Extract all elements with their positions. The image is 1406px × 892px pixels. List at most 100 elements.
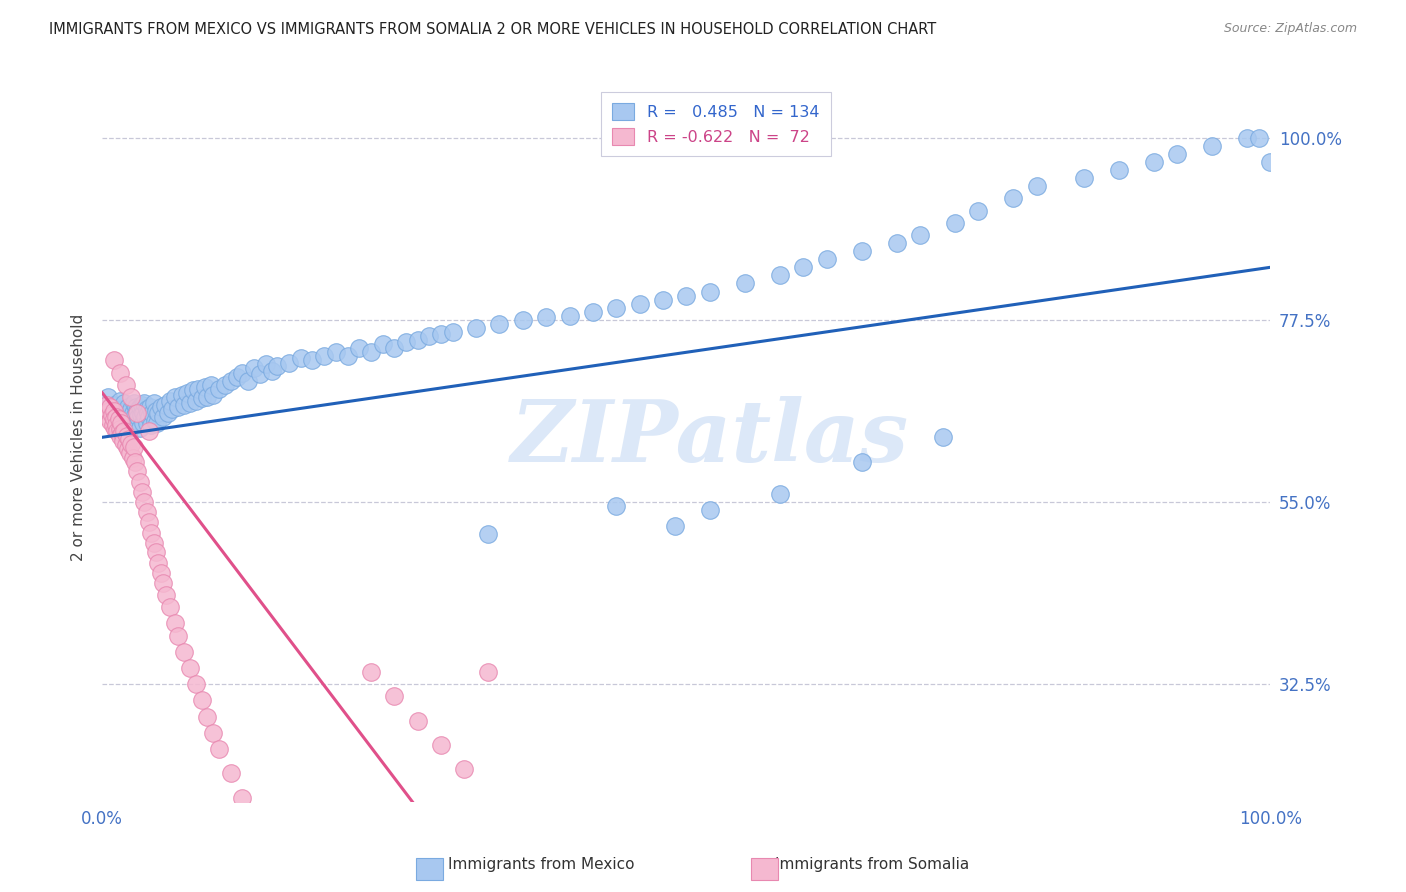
Point bbox=[112, 434, 135, 449]
Point bbox=[173, 398, 195, 412]
Point bbox=[238, 374, 260, 388]
Point bbox=[187, 382, 209, 396]
Point bbox=[112, 422, 135, 436]
Point bbox=[167, 629, 190, 643]
Point bbox=[202, 726, 225, 740]
Point bbox=[214, 377, 236, 392]
Point bbox=[290, 351, 312, 365]
Point bbox=[120, 414, 142, 428]
Point bbox=[103, 414, 125, 428]
Point bbox=[115, 410, 138, 425]
Point bbox=[117, 442, 139, 457]
Point bbox=[652, 293, 675, 307]
Point bbox=[488, 317, 510, 331]
Point bbox=[110, 414, 132, 428]
Point bbox=[290, 880, 312, 892]
Point bbox=[231, 366, 253, 380]
Point bbox=[967, 203, 990, 218]
Point bbox=[208, 382, 231, 396]
Point bbox=[314, 349, 336, 363]
Point bbox=[111, 426, 134, 441]
Point bbox=[148, 556, 170, 570]
Point bbox=[108, 393, 131, 408]
Legend: R =   0.485   N = 134, R = -0.622   N =  72: R = 0.485 N = 134, R = -0.622 N = 72 bbox=[600, 92, 831, 156]
Point bbox=[100, 408, 122, 422]
Point bbox=[278, 356, 301, 370]
Point bbox=[114, 438, 136, 452]
Text: Immigrants from Mexico: Immigrants from Mexico bbox=[449, 857, 634, 872]
Point bbox=[699, 285, 721, 299]
Point bbox=[200, 377, 222, 392]
FancyBboxPatch shape bbox=[751, 858, 778, 880]
Point bbox=[155, 398, 177, 412]
Point bbox=[1260, 155, 1282, 169]
Point bbox=[155, 588, 177, 602]
Point bbox=[465, 321, 488, 335]
Point bbox=[149, 566, 172, 581]
Point bbox=[103, 398, 125, 412]
Point bbox=[112, 408, 135, 422]
Text: IMMIGRANTS FROM MEXICO VS IMMIGRANTS FROM SOMALIA 2 OR MORE VEHICLES IN HOUSEHOL: IMMIGRANTS FROM MEXICO VS IMMIGRANTS FRO… bbox=[49, 22, 936, 37]
Point bbox=[173, 645, 195, 659]
Point bbox=[1002, 191, 1025, 205]
Point bbox=[138, 424, 160, 438]
Point bbox=[219, 766, 242, 780]
Point bbox=[131, 398, 153, 412]
Point bbox=[582, 305, 605, 319]
Point bbox=[120, 401, 142, 416]
Point bbox=[120, 416, 142, 430]
Point bbox=[115, 428, 138, 442]
Point bbox=[249, 367, 271, 381]
Point bbox=[108, 428, 131, 442]
Point bbox=[163, 616, 186, 631]
Point bbox=[120, 390, 142, 404]
Point bbox=[129, 408, 152, 422]
Point bbox=[142, 535, 165, 549]
Point bbox=[1025, 179, 1047, 194]
Point bbox=[1247, 130, 1270, 145]
Point bbox=[111, 401, 134, 416]
Point bbox=[127, 406, 149, 420]
Point bbox=[558, 309, 581, 323]
Point bbox=[118, 406, 141, 420]
Point bbox=[441, 325, 464, 339]
Point bbox=[135, 505, 157, 519]
Point bbox=[103, 412, 125, 426]
Point bbox=[605, 499, 627, 513]
Point bbox=[128, 420, 150, 434]
Point bbox=[190, 693, 212, 707]
FancyBboxPatch shape bbox=[416, 858, 443, 880]
Point bbox=[254, 358, 277, 372]
Point bbox=[120, 437, 142, 451]
Point bbox=[851, 244, 873, 258]
Text: Immigrants from Somalia: Immigrants from Somalia bbox=[775, 857, 969, 872]
Point bbox=[139, 400, 162, 414]
Point bbox=[815, 252, 838, 267]
Point bbox=[260, 364, 283, 378]
Point bbox=[97, 390, 120, 404]
Point bbox=[108, 366, 131, 380]
Point bbox=[152, 576, 174, 591]
Point bbox=[124, 408, 146, 422]
Point bbox=[190, 392, 212, 406]
Point bbox=[792, 260, 814, 275]
Point bbox=[132, 406, 155, 420]
Point bbox=[1236, 130, 1258, 145]
Point bbox=[104, 422, 127, 436]
Point bbox=[325, 345, 347, 359]
Point bbox=[382, 341, 405, 355]
Point bbox=[430, 738, 453, 752]
Point bbox=[108, 422, 131, 436]
Point bbox=[453, 762, 475, 776]
Point bbox=[118, 432, 141, 446]
Point bbox=[908, 227, 931, 242]
Point bbox=[136, 406, 159, 420]
Point bbox=[131, 485, 153, 500]
Point bbox=[100, 414, 122, 428]
Point bbox=[132, 416, 155, 430]
Point bbox=[112, 396, 135, 410]
Point bbox=[886, 235, 908, 250]
Point bbox=[110, 416, 132, 430]
Point bbox=[145, 545, 167, 559]
Point bbox=[121, 406, 143, 420]
